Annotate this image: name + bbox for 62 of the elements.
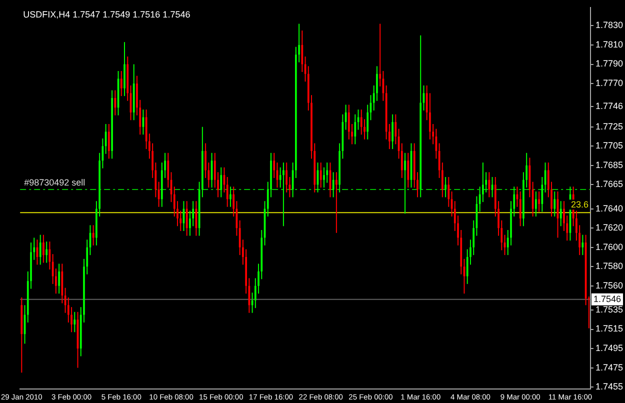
candlestick	[336, 172, 338, 234]
candlestick	[92, 224, 94, 246]
candlestick	[120, 70, 122, 97]
ref-line-label: 1.7546	[593, 294, 622, 304]
y-tick-label: 1.7830	[595, 20, 624, 30]
y-tick-label: 1.7705	[595, 140, 624, 151]
y-tick-label: 1.7580	[595, 261, 624, 272]
candlestick	[582, 234, 584, 256]
y-tick-label: 1.7790	[595, 58, 624, 69]
y-tick-label: 1.7455	[595, 382, 624, 392]
y-tick-label: 1.7746	[595, 101, 624, 112]
candlestick	[220, 166, 222, 198]
candlestick	[534, 190, 537, 218]
candlestick	[348, 104, 350, 140]
candlestick	[354, 114, 356, 145]
y-tick-label: 1.7640	[595, 203, 624, 214]
y-tick-label: 1.7535	[595, 304, 624, 314]
y-tick-label: 1.7620	[595, 222, 624, 233]
candlestick	[444, 176, 446, 198]
annotation: 23.6	[570, 200, 588, 210]
candlestick	[282, 162, 284, 227]
candlestick	[394, 114, 397, 145]
candlestick	[554, 190, 556, 218]
candlestick	[167, 152, 170, 188]
chart-title: USDFIX,H4 1.7547 1.7549 1.7516 1.7546	[23, 9, 190, 20]
candlestick	[323, 166, 325, 188]
y-tick-label: 1.7495	[595, 343, 624, 354]
y-tick-label: 1.7600	[595, 242, 624, 252]
candlestick	[286, 162, 288, 193]
candlestick	[58, 263, 60, 294]
candlestick	[407, 152, 410, 188]
candlestick	[538, 190, 540, 212]
candlestick	[39, 234, 42, 266]
candlestick	[332, 172, 334, 198]
y-tick-label: 1.7770	[595, 78, 624, 88]
candlestick	[448, 176, 450, 208]
candlestick	[114, 90, 116, 116]
ref-line-label: #98730492 sell	[24, 178, 86, 188]
candlestick	[392, 114, 394, 150]
candlestick	[326, 162, 328, 184]
candlestick	[541, 176, 544, 212]
candlestick	[186, 200, 188, 236]
candlestick	[301, 30, 304, 72]
candlestick	[560, 200, 562, 227]
y-tick-label: 1.7725	[595, 121, 624, 132]
candlestick	[226, 176, 228, 208]
candlestick	[230, 186, 232, 208]
y-tick-label: 1.7515	[595, 324, 624, 334]
candlestick	[46, 241, 48, 264]
y-tick-label: 1.7475	[595, 362, 624, 372]
y-tick-label: 1.7810	[595, 39, 624, 50]
y-tick-label: 1.7560	[595, 280, 624, 290]
candlestick	[74, 311, 76, 333]
candlestick	[488, 172, 490, 198]
y-tick-label: 1.7685	[595, 160, 624, 170]
candlestick	[320, 162, 322, 188]
candlestick	[108, 124, 110, 160]
candlestick	[404, 152, 406, 214]
candlestick	[519, 190, 522, 227]
candlestick	[42, 234, 44, 264]
candlestick	[360, 109, 362, 136]
y-tick-label: 1.7665	[595, 179, 624, 190]
